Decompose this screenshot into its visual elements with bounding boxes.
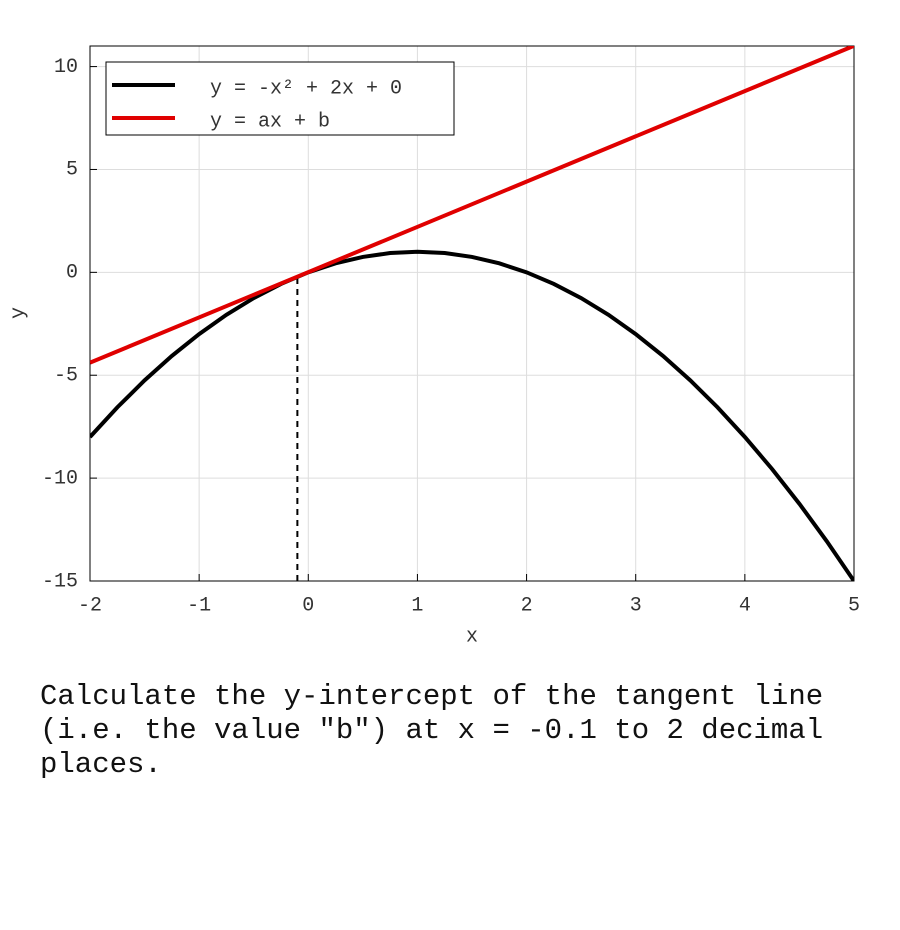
series-line — [90, 46, 854, 365]
x-tick-label: 2 — [521, 594, 533, 617]
y-tick-label: 10 — [54, 56, 78, 79]
y-tick-label: -5 — [54, 365, 78, 388]
y-tick-label: 5 — [66, 159, 78, 182]
x-tick-label: 3 — [630, 594, 642, 617]
x-tick-label: 5 — [848, 594, 860, 617]
x-tick-label: 4 — [739, 594, 751, 617]
plot-frame — [89, 45, 855, 582]
x-tick-label: 0 — [302, 594, 314, 617]
x-axis-label: x — [466, 625, 478, 648]
question-text: Calculate the y-intercept of the tangent… — [40, 680, 841, 781]
y-tick-label: 0 — [66, 262, 78, 285]
x-tick-label: 1 — [411, 594, 423, 617]
series-line — [90, 249, 854, 581]
x-tick-label: -2 — [78, 594, 102, 617]
x-tick-label: -1 — [187, 594, 211, 617]
y-tick-label: -15 — [42, 570, 78, 593]
y-axis-label: y — [7, 307, 30, 319]
y-tick-label: -10 — [42, 467, 78, 490]
legend-box — [105, 61, 455, 136]
legend-label: y = -x² + 2x + 0 — [210, 77, 402, 100]
legend-label: y = ax + b — [210, 110, 330, 133]
plot-area — [90, 46, 854, 581]
